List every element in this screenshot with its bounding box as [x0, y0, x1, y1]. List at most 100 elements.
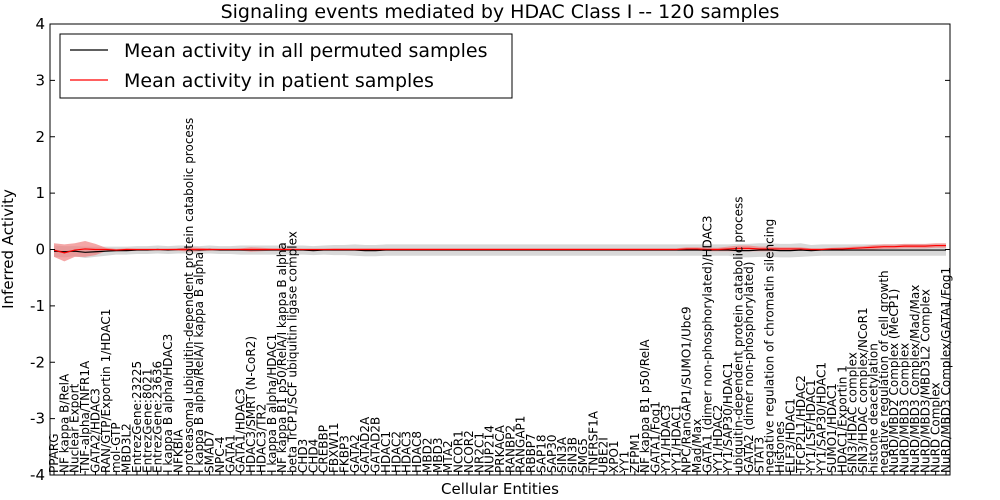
entity-label: NCOR1 [452, 430, 466, 473]
chart-title: Signaling events mediated by HDAC Class … [221, 1, 780, 23]
entity-label: NFKBIA [171, 428, 185, 473]
entity-label: ELF3/HDAC1 [783, 398, 797, 473]
entity-label: RAN/GTP/Exportin 1/HDAC1 [99, 309, 113, 473]
entity-label: FBXW11 [327, 423, 341, 474]
entity-label: HDAC3/TR2 [254, 404, 268, 473]
entity-label: HDAC3/SMRT (N-CoR2) [244, 336, 258, 473]
entity-label: MBD2 [420, 438, 434, 473]
entity-label: YY1/LSF/HDAC1 [804, 379, 818, 474]
legend-label-permuted: Mean activity in all permuted samples [124, 40, 487, 62]
entity-label: GATA2/HDAC3 [88, 388, 102, 473]
entity-label: ubiquitin-dependent protein catabolic pr… [732, 197, 746, 473]
entity-label: negative regulation of chromatin silenci… [763, 219, 777, 473]
entity-label: SIN3A [555, 436, 569, 473]
entity-label: TNFRSF1A [586, 410, 600, 474]
entity-label: UBE2I [597, 437, 611, 473]
entity-label: beta TrCP1/SCF ubiquitin ligase complex [286, 231, 300, 473]
entity-label: HDAC1 [379, 431, 393, 473]
entity-label: NuRD/MBD3/MBD3L2 Complex [918, 289, 932, 473]
band-patient [54, 241, 946, 262]
entity-label: XPO1 [607, 440, 621, 473]
entity-label: GATA1 [223, 434, 237, 473]
y-tick-label: 2 [35, 128, 45, 146]
entity-label: YY1/SAP30/HDAC1 [721, 362, 735, 474]
entity-label: SMAD7 [203, 430, 217, 473]
entity-label: YY1/HDAC2 [711, 405, 725, 474]
entity-label: PRKACA [493, 424, 507, 473]
entity-label: I kappa B alpha/RelA/I kappa B alpha [192, 252, 206, 473]
entity-label: GATA2 [348, 434, 362, 473]
entity-label: NPC/RanGAP1/SUMO1/Ubc9 [680, 306, 694, 473]
entity-label: NR2C1 [472, 432, 486, 473]
entity-label: STAT3 [752, 437, 766, 473]
entity-label: NuRD/MBD3 Complex [898, 343, 912, 473]
entity-label: negative regulation of cell growth [877, 270, 891, 473]
y-tick-label: 3 [35, 71, 45, 89]
entity-label: Mad/Max [690, 419, 704, 473]
entity-label: TFCP2L1/HDAC2 [794, 375, 808, 474]
entity-label: HDAC8 [410, 431, 424, 473]
entity-label: I kappa B alpha/HDAC3 [161, 334, 175, 473]
entity-label: SIN3/HDAC complex/NCoR1 [856, 307, 870, 473]
entity-label: NCOR2 [462, 430, 476, 473]
entity-label: SIN3/HDAC complex [846, 352, 860, 473]
y-tick-label: -1 [30, 297, 45, 315]
entity-label: HDAC3 [400, 431, 414, 473]
legend-label-patient: Mean activity in patient samples [124, 70, 434, 92]
legend: Mean activity in all permuted samples Me… [59, 33, 513, 99]
entity-label: RANGAP1 [514, 416, 528, 473]
legend-box [59, 33, 513, 99]
entity-label: TNF-alpha/TNFR1A [78, 360, 92, 474]
entity-label: HDAC1/Exportin 1 [835, 365, 849, 473]
y-tick-label: 0 [35, 241, 45, 259]
entity-label: NuRD/MBD3 Complex/Mad/Max [908, 285, 922, 473]
entity-label: FKBP3 [337, 435, 351, 473]
entity-label: GATA1 (dimer non-phosphorylated)/HDAC3 [700, 215, 714, 473]
entity-label: MTA2 [441, 440, 455, 473]
entity-label: SAP18 [534, 434, 548, 473]
entity-label: GATAD2A [358, 416, 372, 473]
y-axis: -4 -3 -2 -1 0 1 2 3 4 [30, 15, 950, 484]
y-tick-label: -2 [30, 353, 45, 371]
entity-label: NuRD/MBD2 Complex (MeCP1) [887, 289, 901, 473]
entity-label: proteasomal ubiquitin-dependent protein … [182, 118, 196, 473]
x-axis-label: Cellular Entities [441, 480, 559, 498]
entity-label: YY1/SAP30/HDAC1 [815, 362, 829, 474]
entity-label: Histones [773, 421, 787, 473]
y-tick-label: -3 [30, 410, 45, 428]
entity-label: GATA1/HDAC3 [234, 388, 248, 473]
entity-label: NUP214 [483, 425, 497, 473]
entity-label: EntrezGene:23636 [151, 361, 165, 473]
entity-label: I kappa B alpha/HDAC1 [265, 334, 279, 473]
entity-label: NuRD Complex [929, 382, 943, 473]
entity-label: EntrezGene:8021 [140, 369, 154, 474]
entity-label: EntrezGene:23225 [130, 361, 144, 473]
y-tick-label: 1 [35, 184, 45, 202]
entity-label: Nuclear Export [68, 383, 82, 473]
entity-label: NF kappa B1 p50/RelA [638, 339, 652, 473]
entity-label: RANBP2 [503, 425, 517, 473]
entity-label: SIN3B [566, 437, 580, 473]
entity-label: GATA2 (dimer non-phosphorylated) [742, 262, 756, 473]
entity-label: YY1 [617, 451, 631, 474]
entity-label: NF kappa B1 p50/RelA/I kappa B alpha [275, 242, 289, 473]
entity-label: PPARG [47, 433, 61, 473]
entity-label: NuRD/MBD3 Complex/GATA1/Fog1 [939, 267, 953, 473]
entity-label: YY1/HDAC3 [659, 405, 673, 474]
entity-label: MBD3 [431, 438, 445, 473]
series-lines [53, 244, 946, 254]
entity-label: SMG5 [576, 438, 590, 473]
entity-label: NF kappa B/RelA [57, 373, 71, 473]
y-axis-label: Inferred Activity [0, 189, 17, 309]
entity-label: mol-GTP [109, 422, 123, 473]
entity-label: SUMO1/HDAC1 [825, 383, 839, 473]
y-tick-label: 4 [35, 15, 45, 33]
entity-label: histone deacetylation [866, 343, 880, 473]
entity-label: RBBP7 [524, 433, 538, 473]
entity-label: YY1/HDAC1 [669, 405, 683, 474]
entity-label: MBD3L2 [120, 423, 134, 473]
entity-label: CREBBP [317, 425, 331, 473]
entity-label: ZFPM1 [628, 433, 642, 473]
